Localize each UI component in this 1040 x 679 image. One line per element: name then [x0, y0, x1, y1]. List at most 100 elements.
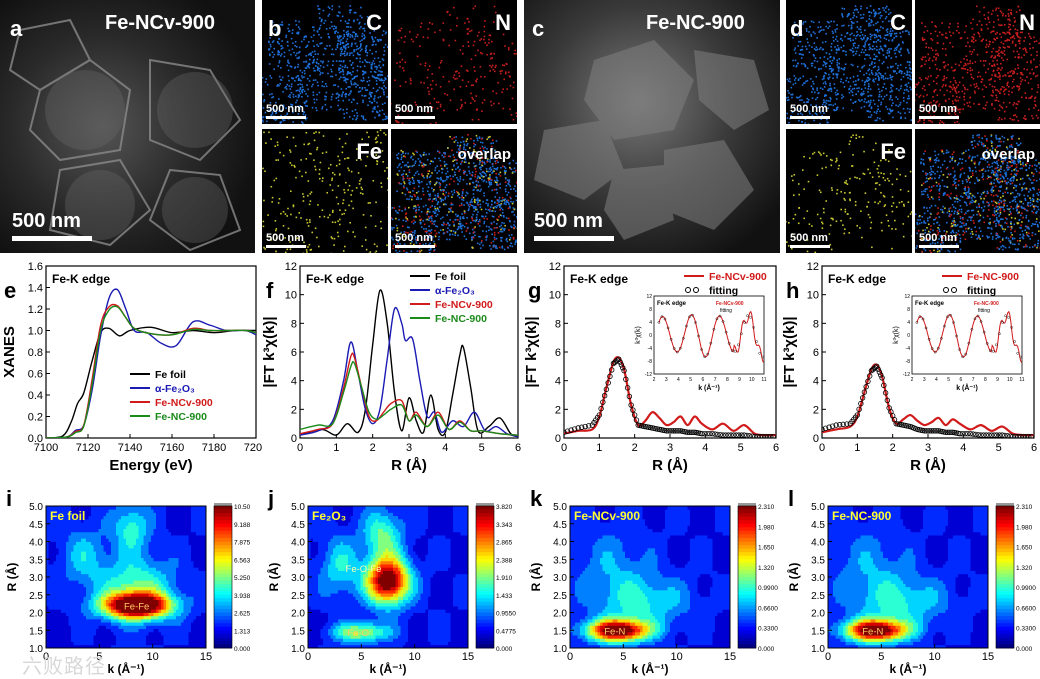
eds-pixel [1027, 204, 1029, 206]
eds-pixel [411, 199, 413, 201]
eds-pixel [456, 191, 458, 193]
eds-pixel [474, 199, 476, 201]
eds-pixel [422, 166, 424, 168]
eds-pixel [867, 91, 869, 93]
eds-pixel [836, 98, 838, 100]
eds-pixel [369, 202, 371, 204]
eds-pixel [479, 173, 481, 175]
eds-pixel [935, 26, 937, 28]
eds-pixel [352, 36, 354, 38]
eds-pixel [382, 103, 384, 105]
eds-pixel [1005, 33, 1007, 35]
eds-pixel [851, 136, 853, 138]
eds-pixel [801, 99, 803, 101]
eds-pixel [500, 240, 502, 242]
eds-pixel [398, 122, 400, 124]
eds-pixel [494, 211, 496, 213]
eds-pixel [452, 211, 454, 213]
eds-pixel [282, 47, 284, 49]
eds-pixel [458, 226, 460, 228]
eds-pixel [315, 227, 317, 229]
eds-pixel [387, 46, 388, 48]
eds-pixel [489, 168, 491, 170]
eds-pixel [874, 48, 876, 50]
eds-pixel [865, 49, 867, 51]
eds-pixel [383, 47, 385, 49]
eds-pixel [453, 154, 455, 156]
eds-pixel [486, 44, 488, 46]
eds-pixel [371, 68, 373, 70]
eds-pixel [403, 170, 405, 172]
eds-pixel [443, 152, 445, 154]
eds-pixel [500, 229, 502, 231]
eds-pixel [363, 70, 365, 72]
eds-pixel [440, 62, 442, 64]
eds-pixel [982, 38, 984, 40]
eds-pixel [383, 113, 385, 115]
eds-pixel [490, 101, 492, 103]
eds-pixel [967, 89, 969, 91]
eds-pixel [425, 228, 427, 230]
eds-pixel [927, 53, 929, 55]
eds-pixel [409, 178, 411, 180]
eds-pixel [349, 72, 351, 74]
eds-pixel [1030, 54, 1032, 56]
eds-pixel [331, 99, 333, 101]
eds-pixel [434, 230, 436, 232]
eds-pixel [374, 58, 376, 60]
eds-pixel [922, 37, 924, 39]
eds-pixel [476, 214, 478, 216]
eds-pixel [347, 30, 349, 32]
eds-pixel [468, 81, 470, 83]
eds-pixel [391, 103, 392, 105]
eds-pixel [810, 34, 812, 36]
eds-pixel [399, 206, 401, 208]
eds-pixel [905, 67, 907, 69]
eds-pixel [471, 58, 473, 60]
eds-pixel [345, 65, 347, 67]
eds-pixel [319, 178, 321, 180]
eds-pixel [277, 159, 279, 161]
eds-pixel [428, 93, 430, 95]
eds-pixel [1028, 228, 1030, 230]
eds-pixel [1018, 40, 1020, 42]
eds-pixel [1037, 117, 1039, 119]
eds-pixel [816, 46, 818, 48]
eds-pixel [381, 74, 383, 76]
eds-pixel [807, 42, 809, 44]
eds-pixel [823, 83, 825, 85]
eds-pixel [365, 119, 367, 121]
eds-pixel [934, 90, 936, 92]
eds-pixel [367, 52, 369, 54]
eds-pixel [327, 73, 329, 75]
panel-c-tem-image: c Fe-NC-900 500 nm [524, 0, 780, 253]
eds-pixel [835, 31, 837, 33]
eds-pixel [890, 66, 892, 68]
eds-pixel [403, 185, 405, 187]
eds-pixel [792, 60, 794, 62]
eds-pixel [966, 55, 968, 57]
eds-pixel [404, 194, 406, 196]
eds-pixel [890, 173, 892, 175]
eds-pixel [262, 94, 264, 96]
eds-pixel [876, 112, 878, 114]
eds-pixel [852, 134, 854, 136]
eds-pixel [474, 5, 476, 7]
eds-pixel [973, 38, 975, 40]
eds-pixel [882, 120, 884, 122]
eds-pixel [423, 206, 425, 208]
eds-pixel [486, 231, 488, 233]
panel-c-title: Fe-NC-900 [646, 12, 745, 35]
eds-pixel [1018, 101, 1020, 103]
eds-pixel [271, 77, 273, 79]
eds-pixel [1016, 85, 1018, 87]
eds-pixel [887, 108, 889, 110]
eds-pixel [359, 58, 361, 60]
eds-pixel [852, 91, 854, 93]
eds-pixel [832, 105, 834, 107]
eds-pixel [1035, 205, 1037, 207]
eds-pixel [952, 156, 954, 158]
eds-pixel [1031, 172, 1033, 174]
eds-pixel [478, 32, 480, 34]
eds-pixel [932, 96, 934, 98]
